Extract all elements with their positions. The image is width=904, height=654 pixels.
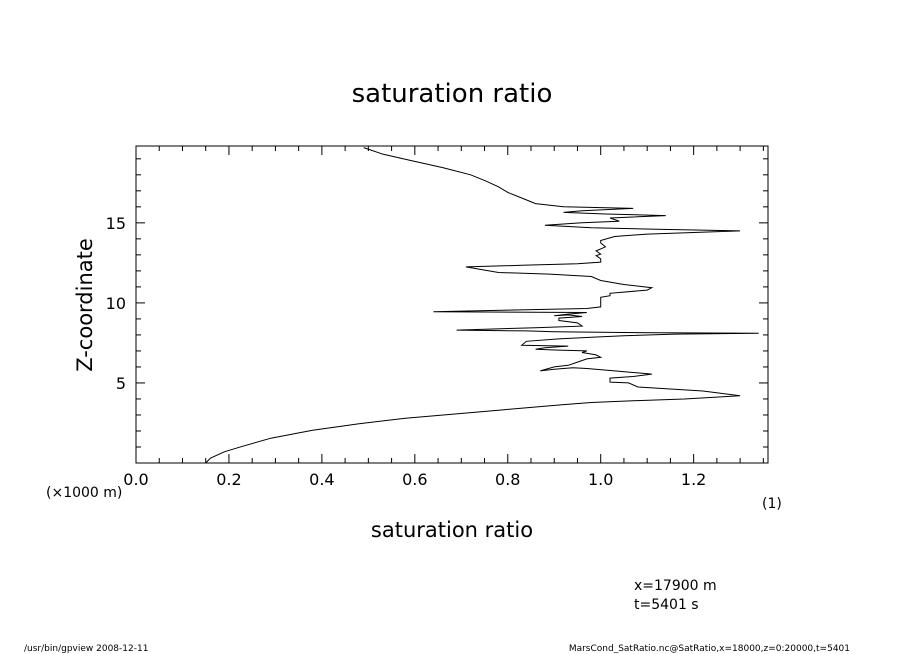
x-tick-label: 0.6 bbox=[402, 470, 427, 489]
y-axis-label: Z-coordinate bbox=[73, 238, 97, 372]
x-position-note: x=17900 m bbox=[634, 578, 717, 594]
saturation-ratio-profile-line bbox=[205, 147, 759, 464]
plot-area bbox=[135, 145, 769, 464]
x-tick-label: 0.4 bbox=[309, 470, 334, 489]
footer-command: /usr/bin/gpview 2008-12-11 bbox=[24, 644, 148, 654]
y-unit-label: (×1000 m) bbox=[46, 485, 122, 501]
tick-marks bbox=[135, 146, 768, 463]
x-tick-label: 0.2 bbox=[216, 470, 241, 489]
x-unit-label: (1) bbox=[762, 496, 782, 512]
y-tick-labels: 5 10 15 bbox=[106, 214, 126, 393]
x-axis-label: saturation ratio bbox=[371, 518, 533, 542]
y-tick-label: 5 bbox=[116, 374, 126, 393]
time-note: t=5401 s bbox=[634, 597, 699, 613]
x-tick-label: 1.2 bbox=[681, 470, 706, 489]
y-tick-label: 15 bbox=[106, 214, 126, 233]
x-tick-labels: 0.0 0.2 0.4 0.6 0.8 1.0 1.2 bbox=[123, 470, 706, 489]
x-tick-label: 0.8 bbox=[495, 470, 520, 489]
x-tick-label: 0.0 bbox=[123, 470, 148, 489]
footer-data-source: MarsCond_SatRatio.nc@SatRatio,x=18000,z=… bbox=[569, 644, 850, 654]
chart-title: saturation ratio bbox=[352, 79, 553, 109]
plot-frame bbox=[135, 145, 769, 464]
x-tick-label: 1.0 bbox=[588, 470, 613, 489]
y-tick-label: 10 bbox=[106, 294, 126, 313]
